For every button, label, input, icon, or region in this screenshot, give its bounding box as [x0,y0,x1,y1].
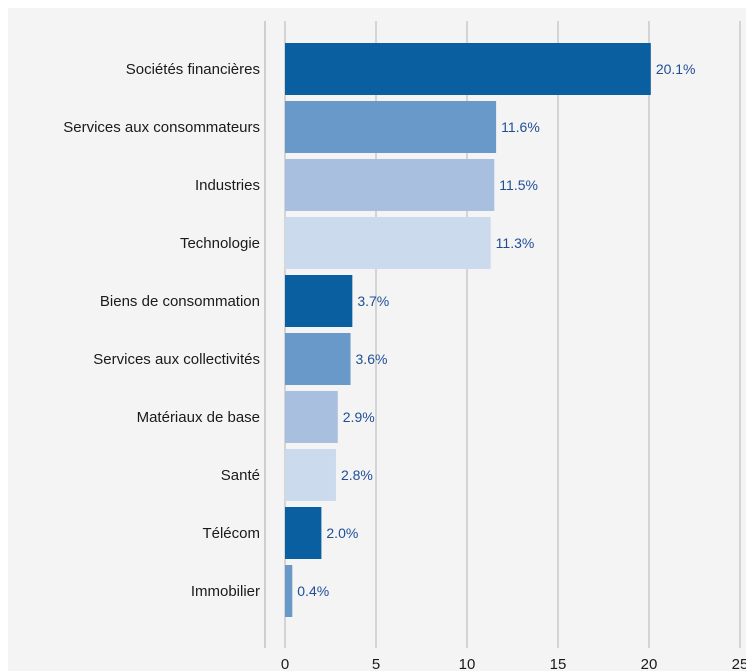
value-label: 11.5% [499,177,538,193]
bar-5 [285,275,353,327]
category-label: Services aux collectivités [93,351,260,368]
bar-8 [285,449,336,501]
bar-2 [285,101,497,153]
category-label: Technologie [180,235,260,252]
bar-3 [285,159,495,211]
x-axis-tick-labels: 0 5 10 15 20 25 [281,656,746,671]
x-tick-label: 10 [459,656,476,671]
category-label: Santé [221,467,260,484]
category-label: Télécom [202,525,260,542]
chart-area: Sociétés financières Services aux consomm… [8,8,746,671]
x-tick-label: 0 [281,656,289,671]
category-label: Sociétés financières [126,61,260,78]
value-label: 3.7% [357,293,389,309]
category-labels: Sociétés financières Services aux consomm… [63,61,260,600]
bar-10 [285,565,293,617]
x-tick-label: 15 [550,656,567,671]
x-tick-label: 25 [732,656,746,671]
bar-4 [285,217,491,269]
value-label: 3.6% [356,351,388,367]
category-label: Immobilier [191,583,260,600]
bar-9 [285,507,322,559]
value-label: 2.0% [326,525,358,541]
value-label: 11.3% [496,235,535,251]
x-tick-label: 20 [641,656,658,671]
value-label: 2.9% [343,409,375,425]
bars [285,43,651,617]
category-label: Services aux consommateurs [63,119,260,136]
value-labels: 20.1% 11.6% 11.5% 11.3% 3.7% 3.6% 2.9% 2.8% 2.0%… [297,61,695,599]
bar-1 [285,43,651,95]
category-label: Industries [195,177,260,194]
bar-7 [285,391,338,443]
bar-6 [285,333,351,385]
category-label: Matériaux de base [137,409,260,426]
bar-chart: Sociétés financières Services aux consomm… [63,21,746,671]
value-label: 2.8% [341,467,373,483]
value-label: 20.1% [656,61,696,77]
category-label: Biens de consommation [100,293,260,310]
x-tick-label: 5 [372,656,380,671]
value-label: 0.4% [297,583,329,599]
value-label: 11.6% [501,119,540,135]
